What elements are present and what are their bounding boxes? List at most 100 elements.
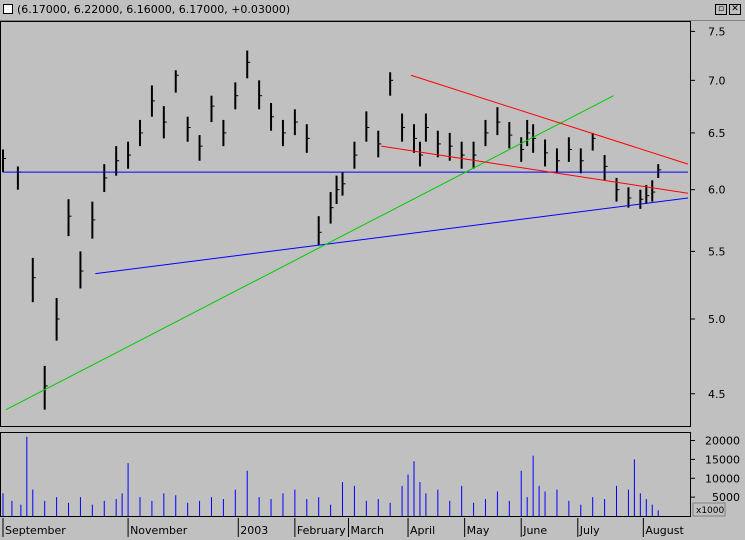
price-axis: 4.5 5.0 5.5 6.0 6.5 7.0 7.5 <box>690 25 726 401</box>
volume-tick-label: 15000 <box>705 453 740 466</box>
price-bar <box>418 141 423 167</box>
volume-tick-label: 20000 <box>705 435 740 448</box>
price-bar <box>103 164 108 193</box>
price-bar <box>555 148 560 174</box>
volume-tick-label: 10000 <box>705 472 740 485</box>
price-bar <box>591 132 596 151</box>
price-bar <box>210 95 215 123</box>
price-bar <box>484 119 489 147</box>
price-bar <box>639 189 644 209</box>
date-label: August <box>645 524 684 537</box>
title-bar: (6.17000, 6.22000, 6.16000, 6.17000, +0.… <box>0 0 745 21</box>
price-bar <box>365 111 370 142</box>
date-label: February <box>297 524 346 537</box>
price-bar <box>508 122 513 149</box>
price-bar <box>341 172 346 196</box>
price-bar <box>401 113 406 142</box>
price-bar <box>657 164 662 178</box>
price-plot-frame <box>0 21 691 427</box>
date-label: March <box>350 524 384 537</box>
price-tick-label: 5.0 <box>708 313 726 326</box>
price-tick-label: 7.0 <box>708 74 726 87</box>
volume-unit-box <box>692 502 726 517</box>
price-bar <box>174 70 179 93</box>
price-bar <box>162 106 167 139</box>
price-bar <box>270 102 275 131</box>
price-bar <box>627 187 632 208</box>
trendline <box>95 197 689 275</box>
date-label: 2003 <box>240 524 268 537</box>
trendline <box>5 95 614 411</box>
trendline <box>410 74 689 165</box>
price-bar <box>67 199 72 237</box>
price-bar <box>150 85 155 117</box>
price-bar <box>293 109 298 136</box>
price-bar <box>222 119 227 147</box>
price-bar <box>532 124 537 153</box>
volume-axis: 5000 10000 15000 20000 <box>690 435 740 504</box>
window-menu-icon[interactable] <box>3 4 13 14</box>
price-bars <box>2 50 662 410</box>
price-bar <box>651 180 656 202</box>
price-bar <box>79 251 84 289</box>
price-bar <box>2 149 6 173</box>
date-label: June <box>522 524 547 537</box>
price-bar <box>91 201 96 239</box>
volume-tick-label: 5000 <box>712 491 740 504</box>
price-bar <box>424 113 429 142</box>
volume-plot-frame <box>0 432 691 517</box>
close-button[interactable]: ✕ <box>729 4 741 15</box>
price-bar <box>526 119 531 147</box>
price-bar <box>281 119 286 147</box>
price-bar <box>567 137 572 162</box>
price-bar <box>329 192 334 224</box>
volume-bars <box>2 436 659 516</box>
window-title: (6.17000, 6.22000, 6.16000, 6.17000, +0.… <box>17 3 291 16</box>
date-label: July <box>579 524 600 537</box>
price-bar <box>234 82 239 110</box>
price-bar <box>43 365 48 410</box>
price-bar <box>305 124 310 153</box>
price-bar <box>413 124 417 153</box>
price-bar <box>436 130 441 158</box>
date-label: May <box>467 524 490 537</box>
price-bar <box>544 139 549 167</box>
date-label: November <box>130 524 188 537</box>
price-tick-label: 7.5 <box>708 25 726 38</box>
price-bar <box>353 141 358 169</box>
price-bar <box>186 116 191 142</box>
price-tick-label: 5.5 <box>708 245 726 258</box>
price-bar <box>496 107 501 136</box>
date-axis: September November 2003 February March April M… <box>2 518 685 537</box>
price-bar <box>258 80 263 110</box>
trendlines <box>3 74 689 411</box>
price-bar <box>645 184 650 205</box>
price-bar <box>139 119 143 147</box>
date-label: April <box>410 524 435 537</box>
restore-button[interactable]: ▫ <box>715 4 727 15</box>
price-bar <box>448 132 453 161</box>
price-bar <box>520 137 525 162</box>
price-tick-label: 4.5 <box>708 388 726 401</box>
price-bar <box>460 141 465 169</box>
price-bar <box>377 130 382 158</box>
price-bar <box>579 148 584 174</box>
price-tick-label: 6.0 <box>708 184 726 197</box>
price-bar <box>317 216 322 245</box>
price-bar <box>31 257 36 303</box>
price-bar <box>127 141 132 169</box>
price-bar <box>55 298 60 341</box>
price-bar <box>115 146 120 176</box>
price-bar <box>198 135 203 161</box>
price-bar <box>335 175 340 205</box>
price-bar <box>603 155 608 181</box>
price-bar <box>472 141 477 169</box>
price-tick-label: 6.5 <box>708 127 726 140</box>
price-bar <box>389 72 394 96</box>
volume-unit-label: x1000 <box>696 506 725 516</box>
price-bar <box>246 50 251 79</box>
date-label: September <box>5 524 66 537</box>
trendline <box>381 145 689 194</box>
